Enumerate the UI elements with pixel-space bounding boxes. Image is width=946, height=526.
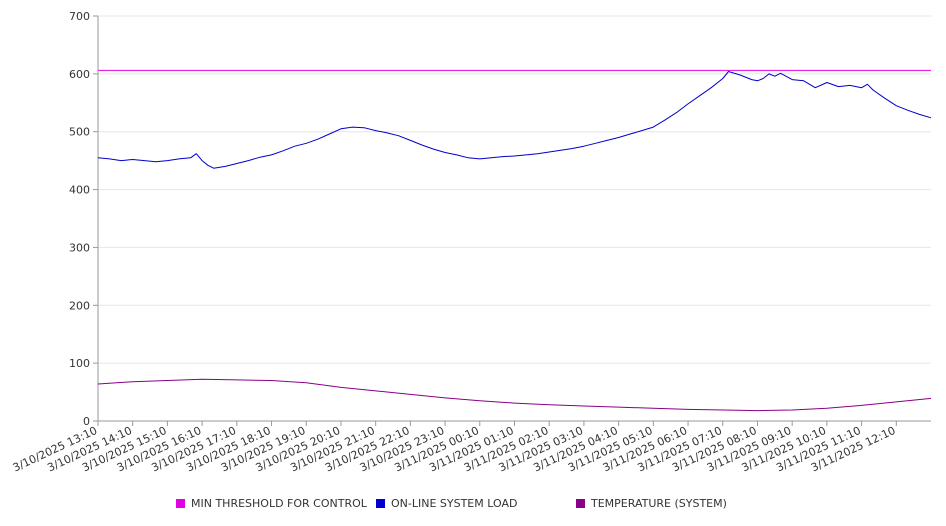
y-tick-label-600: 600: [69, 68, 90, 81]
y-tick-label-500: 500: [69, 126, 90, 139]
y-axis: 0 100 200 300 400 500 600 700: [69, 10, 98, 428]
legend-swatch-system-load: [376, 499, 385, 508]
legend-swatch-temperature: [576, 499, 585, 508]
y-tick-label-0: 0: [83, 415, 90, 428]
y-tick-label-100: 100: [69, 357, 90, 370]
series-lines: [97, 69, 932, 412]
y-tick-label-300: 300: [69, 241, 90, 254]
legend-item-temperature: TEMPERATURE (SYSTEM): [576, 497, 727, 510]
series-line-2: [97, 378, 932, 412]
legend-swatch-threshold: [176, 499, 185, 508]
gridlines: [98, 15, 931, 364]
axes: [97, 16, 931, 422]
y-tick-label-400: 400: [69, 184, 90, 197]
legend-label-temperature: TEMPERATURE (SYSTEM): [591, 497, 727, 510]
series-line-1: [97, 71, 932, 169]
y-tick-label-700: 700: [69, 10, 90, 23]
legend-label-system-load: ON-LINE SYSTEM LOAD: [391, 497, 518, 510]
x-axis: 3/10/2025 13:103/10/2025 14:103/10/2025 …: [11, 421, 898, 474]
legend-item-system-load: ON-LINE SYSTEM LOAD: [376, 497, 517, 510]
y-tick-label-200: 200: [69, 299, 90, 312]
legend-label-threshold: MIN THRESHOLD FOR CONTROL: [191, 497, 367, 510]
legend: MIN THRESHOLD FOR CONTROL ON-LINE SYSTEM…: [0, 497, 946, 515]
legend-item-threshold: MIN THRESHOLD FOR CONTROL: [176, 497, 367, 510]
